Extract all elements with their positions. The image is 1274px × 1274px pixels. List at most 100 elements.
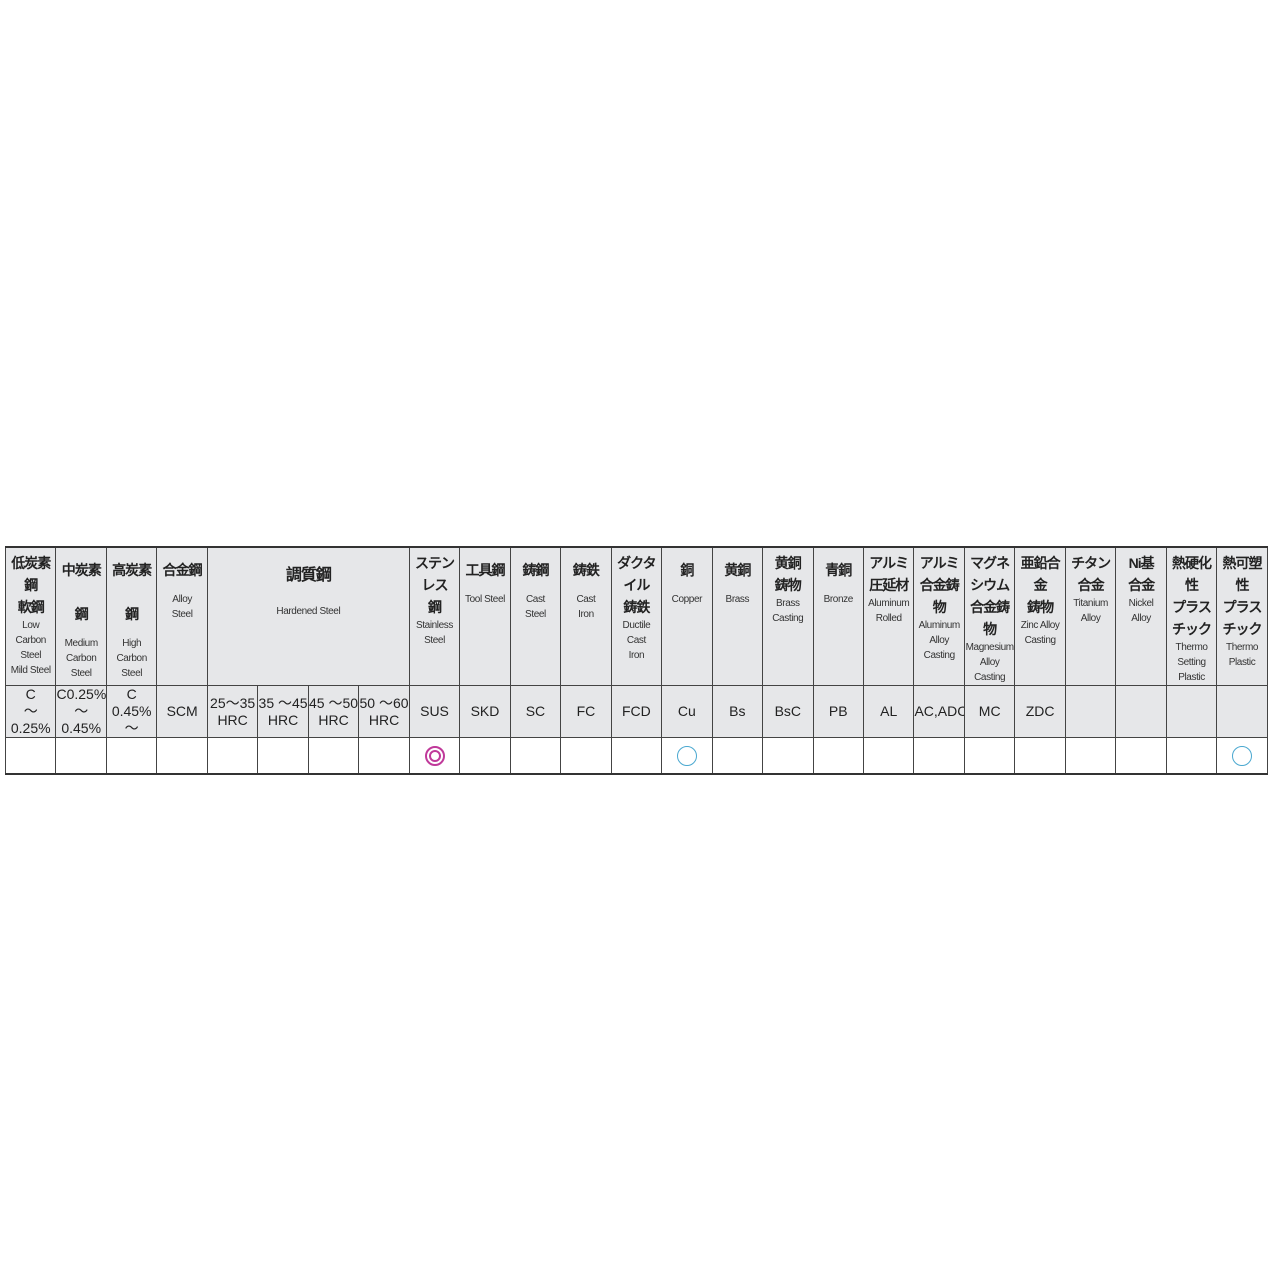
material-code: SUS bbox=[408, 685, 461, 738]
material-name-jp: 青銅 bbox=[825, 562, 852, 578]
material-code: C0.25% ～0.45% bbox=[55, 685, 107, 738]
material-name-en: Ductile Cast Iron bbox=[622, 620, 651, 661]
material-compatibility-table: 低炭素鋼 軟鋼 Low Carbon Steel Mild Steel 中炭素鋼 Me… bbox=[4, 546, 1268, 775]
suitability-cell bbox=[812, 737, 865, 774]
material-code: 45 ～50 HRC bbox=[307, 685, 360, 738]
material-name-en: Low Carbon Steel Mild Steel bbox=[10, 620, 51, 676]
material-name-en: Bronze bbox=[823, 594, 854, 605]
material-name-jp: 鋳鋼 bbox=[522, 562, 549, 578]
double-circle-icon bbox=[424, 745, 445, 766]
material-name-en: Nickel Alloy bbox=[1128, 598, 1154, 624]
material-code: C 0.45% ～ bbox=[105, 685, 158, 738]
material-name-jp: 中炭素鋼 bbox=[61, 562, 102, 622]
suitability-cell bbox=[1216, 737, 1268, 774]
material-name-en: High Carbon Steel bbox=[116, 638, 147, 679]
material-code: ZDC bbox=[1014, 685, 1066, 738]
suitability-cell bbox=[206, 737, 259, 774]
material-name-jp: 低炭素鋼 軟鋼 bbox=[11, 555, 51, 615]
suitability-cell bbox=[560, 737, 612, 774]
material-header-row: 低炭素鋼 軟鋼 Low Carbon Steel Mild Steel 中炭素鋼 Me… bbox=[4, 547, 1268, 686]
material-name-jp: 亜鉛合金 鋳物 bbox=[1020, 555, 1061, 615]
suitability-cell bbox=[711, 737, 764, 774]
material-name-jp: 鋳鉄 bbox=[572, 562, 600, 578]
material-name-en: Magnesium Alloy Casting bbox=[965, 642, 1014, 683]
material-code: FCD bbox=[610, 685, 663, 738]
material-header: 高炭素鋼 High Carbon Steel bbox=[105, 547, 158, 686]
material-name-en: Medium Carbon Steel bbox=[64, 638, 99, 679]
material-code bbox=[1115, 685, 1167, 738]
material-name-jp: 高炭素鋼 bbox=[112, 562, 152, 622]
suitability-cell bbox=[1165, 737, 1218, 774]
suitability-cell bbox=[408, 737, 461, 774]
material-header: 熱可塑性 プラスチック Thermo Plastic bbox=[1216, 547, 1268, 686]
suitability-cell bbox=[862, 737, 915, 774]
material-name-en: Alloy Steel bbox=[171, 594, 193, 620]
material-code: AC,ADC bbox=[913, 685, 965, 738]
material-header: 鋳鉄 Cast Iron bbox=[560, 547, 612, 686]
material-header: 青銅 Bronze bbox=[812, 547, 865, 686]
material-code: 35 ～45 HRC bbox=[257, 685, 309, 738]
material-name-en: Titanium Alloy bbox=[1073, 598, 1108, 624]
suitability-cell bbox=[913, 737, 965, 774]
material-name-en: Aluminum Alloy Casting bbox=[918, 620, 961, 661]
material-code: FC bbox=[560, 685, 612, 738]
material-code: Cu bbox=[661, 685, 713, 738]
material-name-jp: 調質鋼 bbox=[285, 567, 332, 584]
material-header: Ni基 合金 Nickel Alloy bbox=[1115, 547, 1167, 686]
material-code: SKD bbox=[459, 685, 511, 738]
material-code: 50 ～60 HRC bbox=[358, 685, 410, 738]
material-header: 鋳鋼 Cast Steel bbox=[509, 547, 562, 686]
material-header: 黄銅 Brass bbox=[711, 547, 764, 686]
suitability-cell bbox=[55, 737, 107, 774]
material-name-jp: 黄銅 bbox=[724, 562, 751, 578]
suitability-cell bbox=[4, 737, 57, 774]
material-code bbox=[1165, 685, 1218, 738]
material-name-en: Brass Casting bbox=[772, 598, 804, 624]
material-header: 工具鋼 Tool Steel bbox=[459, 547, 511, 686]
suitability-cell bbox=[105, 737, 158, 774]
material-header: アルミ 圧延材 Aluminum Rolled bbox=[862, 547, 915, 686]
suitability-cell bbox=[358, 737, 410, 774]
material-name-jp: アルミ 合金鋳物 bbox=[919, 555, 960, 615]
material-name-jp: ダクタイル 鋳鉄 bbox=[617, 555, 656, 615]
suitability-row bbox=[4, 737, 1268, 774]
material-name-jp: Ni基 合金 bbox=[1128, 555, 1155, 593]
material-code: C ～0.25% bbox=[4, 685, 57, 738]
material-name-jp: 黄銅 鋳物 bbox=[774, 555, 802, 593]
material-name-en: Thermo Setting Plastic bbox=[1175, 642, 1208, 683]
material-code: AL bbox=[862, 685, 915, 738]
suitability-cell bbox=[661, 737, 713, 774]
material-header: 亜鉛合金 鋳物 Zinc Alloy Casting bbox=[1014, 547, 1066, 686]
suitability-cell bbox=[1064, 737, 1117, 774]
material-header: チタン 合金 Titanium Alloy bbox=[1064, 547, 1117, 686]
material-name-en: Zinc Alloy Casting bbox=[1020, 620, 1060, 646]
material-header: マグネシウム 合金鋳物 Magnesium Alloy Casting bbox=[963, 547, 1016, 686]
circle-icon bbox=[676, 745, 697, 766]
material-name-jp: 熱硬化性 プラスチック bbox=[1172, 555, 1212, 637]
material-name-en: Aluminum Rolled bbox=[868, 598, 910, 624]
material-code-row: C ～0.25% C0.25% ～0.45% C 0.45% ～ SCM 25～35 H… bbox=[4, 685, 1268, 738]
material-name-jp: アルミ 圧延材 bbox=[869, 555, 909, 593]
material-name-jp: 銅 bbox=[680, 562, 694, 578]
material-header: 低炭素鋼 軟鋼 Low Carbon Steel Mild Steel bbox=[4, 547, 57, 686]
material-code: SC bbox=[509, 685, 562, 738]
suitability-cell bbox=[1115, 737, 1167, 774]
material-header: 熱硬化性 プラスチック Thermo Setting Plastic bbox=[1165, 547, 1218, 686]
suitability-cell bbox=[1014, 737, 1066, 774]
material-header: 銅 Copper bbox=[661, 547, 713, 686]
material-header: 中炭素鋼 Medium Carbon Steel bbox=[55, 547, 107, 686]
material-code: SCM bbox=[156, 685, 208, 738]
material-name-jp: チタン 合金 bbox=[1071, 555, 1111, 593]
material-code: BsC bbox=[762, 685, 814, 738]
material-code: PB bbox=[812, 685, 865, 738]
material-name-en: Thermo Plastic bbox=[1225, 642, 1259, 668]
material-name-en: Stainless Steel bbox=[416, 620, 453, 646]
material-name-en: Hardened Steel bbox=[276, 606, 341, 617]
material-code: Bs bbox=[711, 685, 764, 738]
material-header: 合金鋼 Alloy Steel bbox=[156, 547, 208, 686]
material-code: 25～35 HRC bbox=[206, 685, 259, 738]
suitability-cell bbox=[307, 737, 360, 774]
material-name-en: Copper bbox=[671, 594, 703, 605]
material-header: ステンレス 鋼 Stainless Steel bbox=[408, 547, 461, 686]
suitability-cell bbox=[610, 737, 663, 774]
